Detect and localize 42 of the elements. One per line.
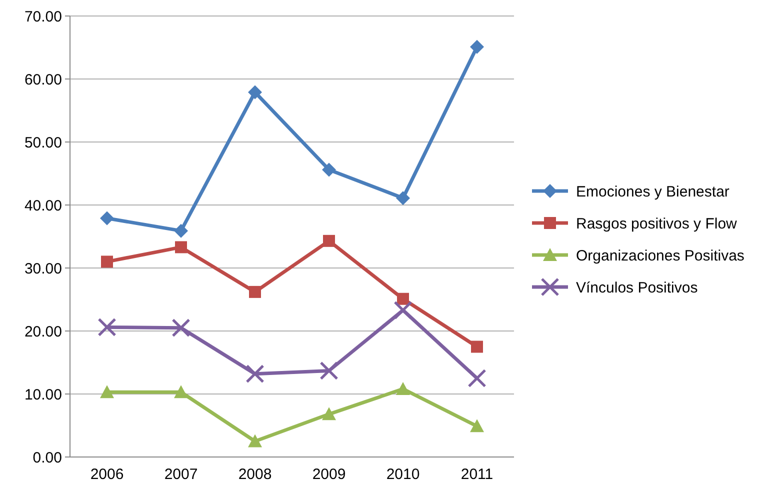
point <box>320 361 338 380</box>
point <box>322 407 336 420</box>
x-tick-label: 2011 <box>460 466 494 483</box>
x-tick-label: 2008 <box>238 466 272 483</box>
point <box>246 364 264 384</box>
point <box>322 162 336 177</box>
point <box>248 85 262 100</box>
x-tick-label: 2010 <box>386 466 420 483</box>
point <box>174 385 188 398</box>
point <box>323 234 335 247</box>
y-tick-label: 40.00 <box>24 197 62 214</box>
point <box>101 256 113 268</box>
point <box>394 300 412 320</box>
point <box>98 318 116 337</box>
point <box>248 434 262 448</box>
y-tick-label: 30.00 <box>24 260 62 278</box>
point <box>471 340 483 353</box>
point <box>397 292 409 305</box>
point <box>172 318 190 338</box>
point <box>100 385 114 398</box>
point <box>396 191 410 206</box>
point <box>100 211 114 226</box>
point <box>468 368 486 388</box>
y-tick-label: 70.00 <box>24 8 62 26</box>
point <box>249 286 261 298</box>
point <box>396 382 410 395</box>
x-tick-label: 2007 <box>164 466 198 483</box>
point <box>470 40 484 54</box>
point <box>175 241 187 254</box>
legend-label: Vínculos Positivos <box>576 279 698 296</box>
y-tick-label: 50.00 <box>24 134 62 152</box>
x-tick-label: 2006 <box>90 466 124 483</box>
point <box>174 224 188 238</box>
x-tick-label: 2009 <box>312 466 346 483</box>
y-tick-label: 60.00 <box>24 71 62 88</box>
y-tick-label: 20.00 <box>24 323 62 340</box>
point <box>470 419 484 432</box>
y-tick-label: 0.00 <box>32 449 62 466</box>
y-tick-label: 10.00 <box>24 386 62 404</box>
legend-label: Rasgos positivos y Flow <box>576 215 738 232</box>
legend-label: Organizaciones Positivas <box>576 247 744 264</box>
legend-label: Emociones y Bienestar <box>576 183 730 200</box>
